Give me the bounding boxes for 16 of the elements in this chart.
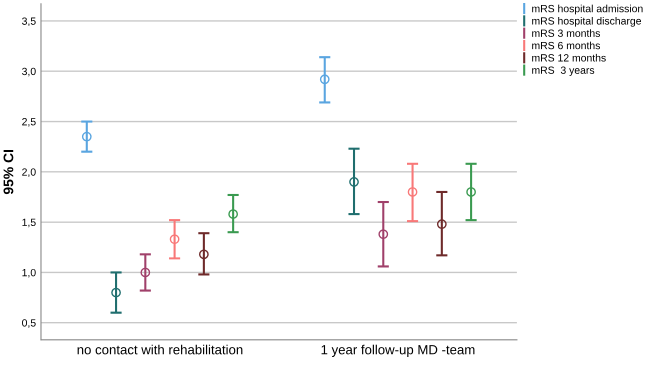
y-tick-label: 1,5 [22,218,36,228]
x-tick-label: 1 year follow-up MD -team [322,344,474,357]
y-tick-label: 2,0 [22,168,36,177]
y-tick-label: 2,5 [22,118,36,127]
y-tick-label: 3,0 [22,68,36,76]
y-axis-title: 95% CI [4,150,14,194]
y-tick-label: 3,5 [22,17,36,26]
legend-label: mRS hospital admission [532,4,643,14]
legend-label: mRS 12 months [532,54,606,62]
y-tick-label: 0,5 [22,319,36,328]
legend-label: mRS 6 months [532,42,600,50]
legend-label: mRS hospital discharge [532,16,642,27]
y-tick-label: 1,0 [22,268,36,278]
legend-label: mRS 3 months [532,29,600,37]
x-tick-label: no contact with rehabilitation [78,344,242,354]
legend-label: mRS 3 years [532,66,594,76]
